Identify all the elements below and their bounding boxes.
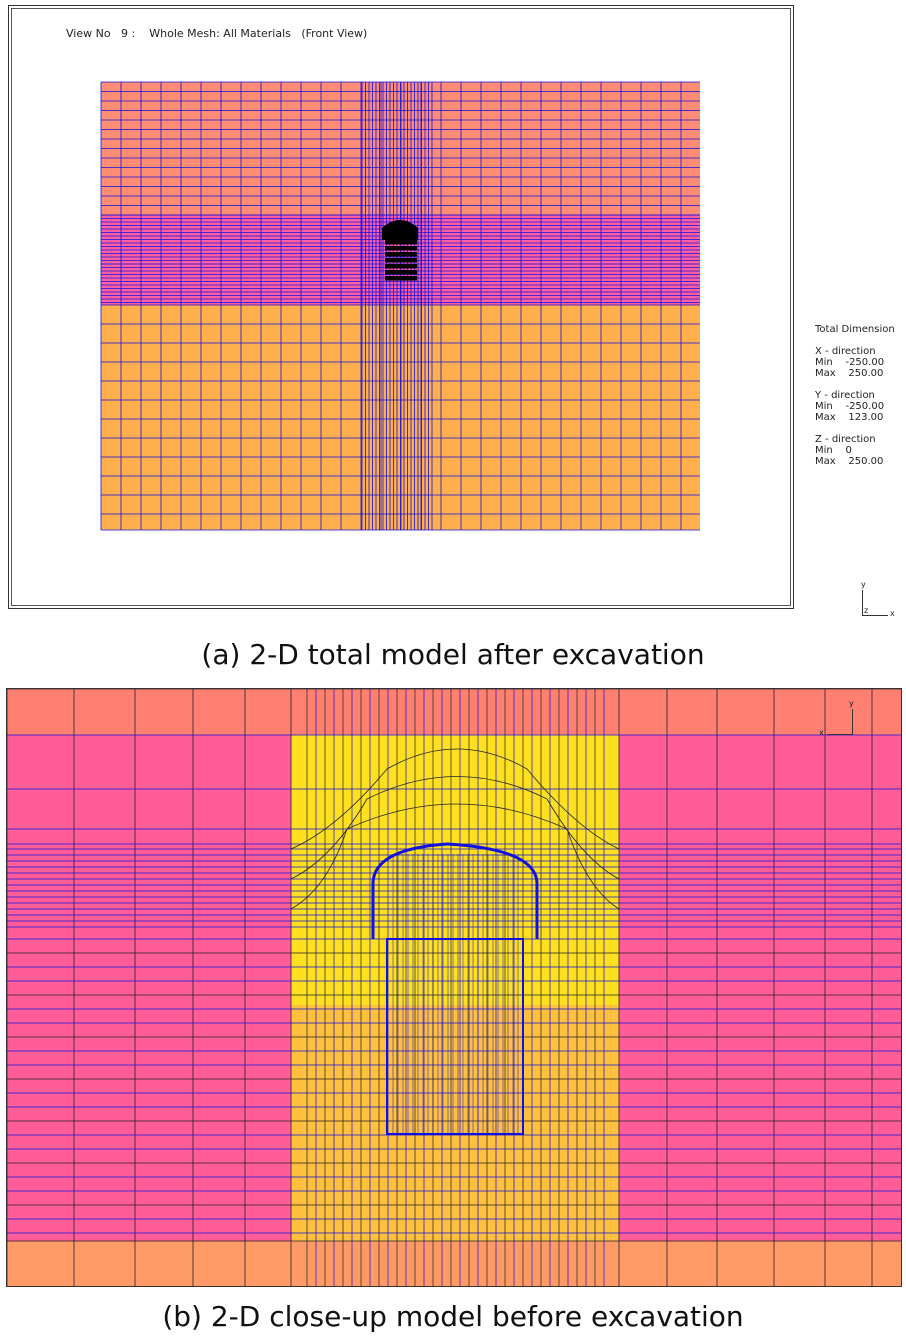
contour-line	[290, 776, 620, 880]
dimension-heading: Total Dimension	[815, 324, 895, 335]
excavation-bench	[385, 270, 417, 275]
total-mesh	[100, 81, 700, 531]
excavation-bench	[385, 252, 417, 257]
core-lower	[291, 1005, 619, 1241]
excavation-bench	[385, 276, 417, 281]
caption-a: (a) 2-D total model after excavation	[201, 638, 705, 671]
excavation-bench	[385, 258, 417, 263]
dimension-legend: Total Dimension X - direction Min -250.0…	[815, 324, 895, 467]
panel-b-viewport: y x	[6, 688, 902, 1287]
z-max: Max 250.00	[815, 456, 884, 467]
axis-triad-icon-b: y x	[819, 699, 859, 739]
closeup-mesh	[7, 689, 901, 1286]
excavation-crown	[382, 220, 418, 240]
y-min: Min -250.00	[815, 401, 885, 412]
axis-x-label: x	[890, 609, 895, 618]
excavation-bench	[385, 264, 417, 269]
z-min: Min 0	[815, 445, 852, 456]
y-direction-label: Y - direction	[815, 390, 875, 401]
axis-triad-icon: y z x	[860, 580, 895, 618]
caption-b: (b) 2-D close-up model before excavation	[162, 1300, 744, 1333]
contour-line	[290, 803, 620, 910]
x-min: Min -250.00	[815, 357, 885, 368]
lower-excavation-outline	[386, 938, 524, 1135]
bottom-layer	[7, 1241, 901, 1286]
panel-a-viewport	[8, 5, 794, 609]
axis-y-label: y	[861, 580, 866, 589]
y-max: Max 123.00	[815, 412, 884, 423]
axis-y-label-b: y	[849, 699, 854, 708]
excavation-outline	[371, 842, 539, 939]
x-max: Max 250.00	[815, 368, 884, 379]
core-upper	[291, 735, 619, 1005]
excavation-bench	[385, 246, 417, 251]
excavation-bench	[385, 240, 417, 245]
x-direction-label: X - direction	[815, 346, 876, 357]
view-title: View No 9 : Whole Mesh: All Materials (F…	[66, 27, 368, 40]
axis-x-label-b: x	[819, 728, 824, 737]
contour-line	[290, 748, 620, 850]
z-direction-label: Z - direction	[815, 434, 876, 445]
axis-z-label: z	[864, 606, 869, 615]
